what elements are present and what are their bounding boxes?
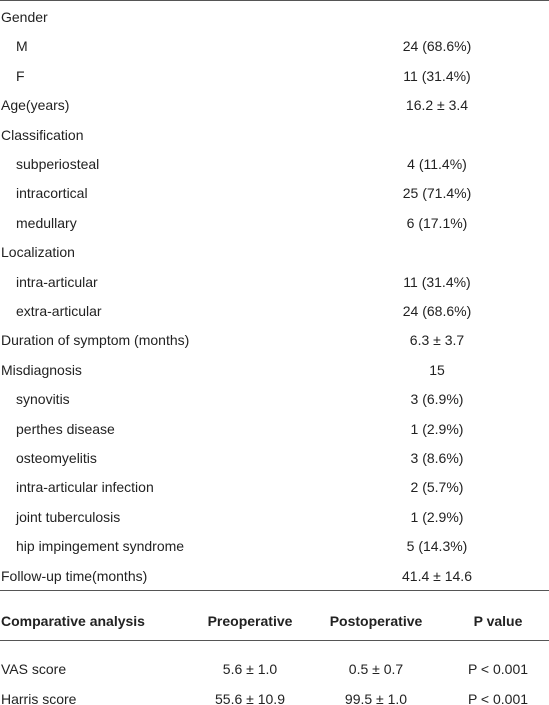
- row-label: VAS score: [1, 661, 67, 677]
- cell: P < 0.001: [467, 691, 529, 705]
- rule: [0, 590, 549, 591]
- item-value: 1 (2.9%): [410, 508, 464, 525]
- item-value: 3 (6.9%): [410, 391, 464, 408]
- section-label: Classification: [1, 126, 84, 143]
- item-value: 3 (8.6%): [410, 450, 464, 466]
- section-value: 16.2 ± 3.4: [405, 97, 469, 114]
- item-label: extra-articular: [16, 303, 102, 319]
- item-value: 24 (68.6%): [402, 303, 472, 319]
- item-value: 11 (31.4%): [403, 273, 471, 290]
- item-label: F: [16, 67, 25, 84]
- item-label: joint tuberculosis: [16, 508, 121, 525]
- item-value: 6 (17.1%): [406, 214, 468, 231]
- item-label: intra-articular: [16, 273, 98, 290]
- section-value: 15: [429, 361, 445, 378]
- item-label: hip impingement syndrome: [16, 538, 185, 555]
- column-header: Preoperative: [207, 613, 293, 629]
- item-value: 5 (14.3%): [406, 538, 468, 555]
- rule: [0, 640, 549, 641]
- item-label: subperiosteal: [16, 156, 100, 172]
- item-label: perthes disease: [16, 420, 115, 437]
- column-header: Postoperative: [329, 613, 423, 629]
- item-label: medullary: [16, 214, 77, 231]
- section-label: Age(years): [1, 97, 70, 114]
- cell: P < 0.001: [467, 661, 529, 677]
- cell: 99.5 ± 1.0: [344, 691, 408, 705]
- item-value: 24 (68.6%): [402, 38, 472, 55]
- column-header: Comparative analysis: [1, 613, 145, 629]
- item-label: M: [16, 38, 28, 55]
- section-label: Misdiagnosis: [1, 361, 82, 378]
- item-value: 4 (11.4%): [407, 156, 467, 172]
- section-label: Localization: [1, 244, 75, 261]
- row-label: Harris score: [1, 691, 77, 705]
- section-value: 6.3 ± 3.7: [409, 332, 465, 349]
- item-value: 1 (2.9%): [410, 420, 464, 437]
- item-value: 11 (31.4%): [403, 67, 471, 84]
- rule: [0, 0, 549, 1]
- section-label: Gender: [1, 9, 48, 25]
- item-label: synovitis: [16, 391, 70, 408]
- cell: 55.6 ± 10.9: [215, 691, 285, 705]
- item-label: intracortical: [16, 185, 88, 202]
- section-label: Follow-up time(months): [1, 567, 148, 584]
- column-header: P value: [473, 613, 523, 629]
- section-value: 41.4 ± 14.6: [402, 567, 472, 584]
- cell: 0.5 ± 0.7: [348, 661, 404, 677]
- cell: 5.6 ± 1.0: [222, 661, 278, 677]
- item-label: intra-articular infection: [16, 479, 154, 496]
- item-label: osteomyelitis: [16, 450, 97, 466]
- item-value: 2 (5.7%): [410, 479, 464, 496]
- item-value: 25 (71.4%): [402, 185, 472, 202]
- section-label: Duration of symptom (months): [1, 332, 190, 349]
